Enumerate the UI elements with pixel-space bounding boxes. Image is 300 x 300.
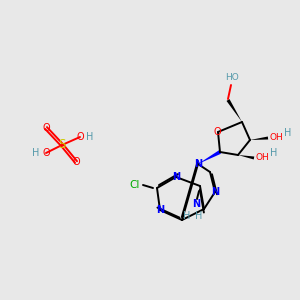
Text: O: O xyxy=(72,157,80,167)
Text: N: N xyxy=(192,199,200,209)
Text: H: H xyxy=(86,132,94,142)
Text: O: O xyxy=(76,132,84,142)
Text: OH: OH xyxy=(255,154,269,163)
Text: O: O xyxy=(42,123,50,133)
Polygon shape xyxy=(198,150,221,164)
Text: OH: OH xyxy=(269,134,283,142)
Text: H: H xyxy=(270,148,278,158)
Polygon shape xyxy=(250,136,268,140)
Text: H: H xyxy=(183,211,191,221)
Text: H: H xyxy=(284,128,292,138)
Text: Cl: Cl xyxy=(130,180,140,190)
Polygon shape xyxy=(226,99,242,122)
Text: H: H xyxy=(32,148,40,158)
Text: N: N xyxy=(172,172,180,182)
Text: O: O xyxy=(213,127,221,137)
Text: N: N xyxy=(156,205,164,215)
Text: N: N xyxy=(194,159,202,169)
Text: S: S xyxy=(58,139,66,152)
Text: HO: HO xyxy=(225,73,239,82)
Polygon shape xyxy=(238,155,254,160)
Text: N: N xyxy=(211,187,219,197)
Text: H: H xyxy=(195,211,203,221)
Text: O: O xyxy=(42,148,50,158)
